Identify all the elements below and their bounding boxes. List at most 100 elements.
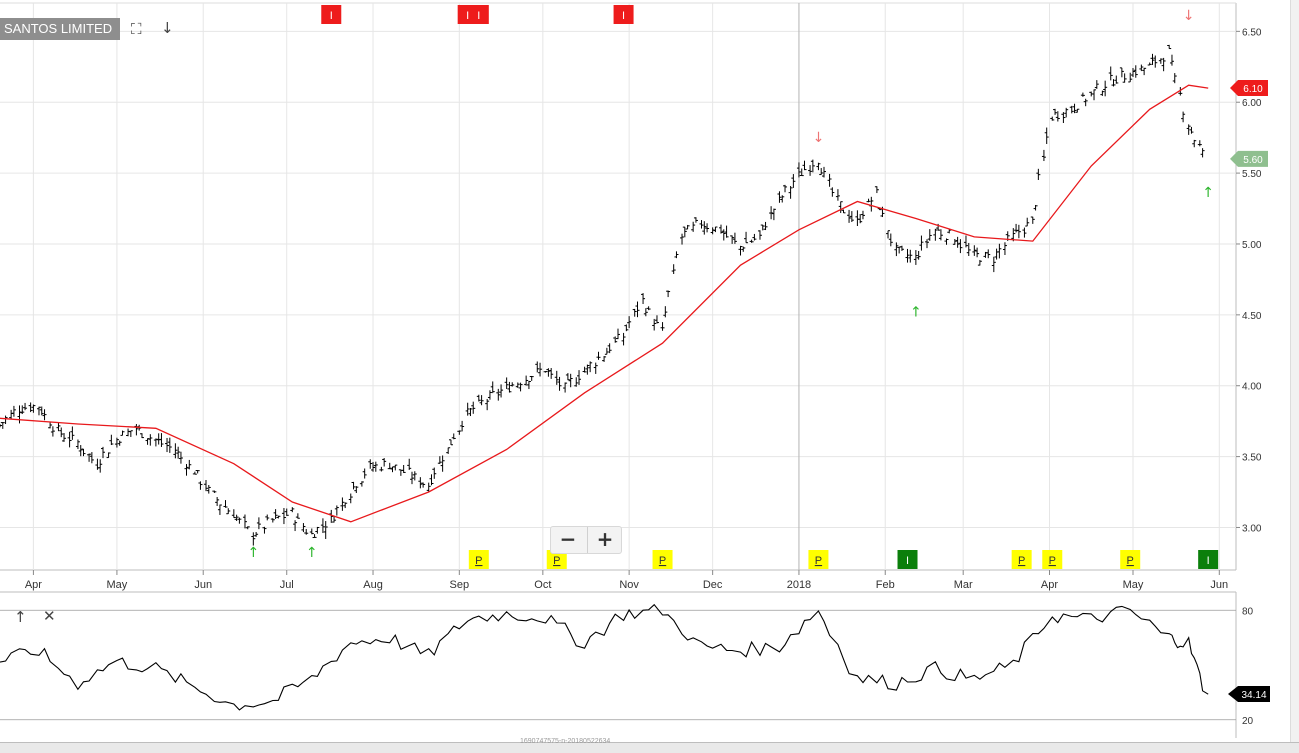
indicator-value-tag-shape bbox=[1228, 685, 1270, 702]
arrow-up-icon[interactable]: ↑ bbox=[14, 608, 27, 626]
arrow-down-icon[interactable]: ↓ bbox=[161, 19, 174, 37]
event-flags[interactable]: I I I IP P P P I P P P I bbox=[321, 5, 1219, 569]
date-tick-label: Feb bbox=[876, 579, 895, 591]
current-price-tag-label: 5.60 bbox=[1243, 155, 1263, 166]
bottom-event-flag-label: P bbox=[553, 555, 560, 567]
bottom-event-flag-box bbox=[652, 550, 673, 569]
price-tick-label: 3.00 bbox=[1242, 523, 1262, 534]
current-price-tag: 6.10 bbox=[1230, 80, 1268, 97]
bottom-event-flag-box bbox=[1011, 550, 1032, 569]
moving-average-line bbox=[0, 84, 1209, 523]
horizontal-scrollbar[interactable] bbox=[0, 742, 1299, 753]
signal-markers: ↓ ↓ ↑ ↑ ↑ ↑ bbox=[247, 8, 1214, 561]
up-arrow-icon: ↑ bbox=[1202, 185, 1214, 201]
date-tick-label: Jun bbox=[1210, 579, 1228, 591]
bottom-event-flag-box bbox=[808, 550, 829, 569]
top-event-flag-label: I bbox=[477, 10, 480, 22]
down-arrow-icon: ↓ bbox=[813, 130, 825, 146]
zoom-out-button[interactable]: − bbox=[559, 527, 577, 551]
bottom-event-flag-label: P bbox=[1127, 555, 1134, 567]
bottom-event-flag-label: I bbox=[1207, 555, 1210, 567]
bottom-event-flag-box bbox=[468, 550, 489, 569]
date-tick-label: Nov bbox=[619, 579, 639, 591]
current-price-tag-shape bbox=[1230, 150, 1268, 167]
zoom-controls: − + bbox=[550, 526, 622, 554]
current-price-tag: 5.60 bbox=[1230, 150, 1268, 167]
close-icon[interactable]: ✕ bbox=[43, 607, 56, 625]
up-arrow-icon: ↑ bbox=[910, 304, 922, 320]
date-tick-label: 2018 bbox=[787, 579, 811, 591]
bottom-event-flag[interactable]: P bbox=[1011, 550, 1032, 569]
date-tick-label: May bbox=[107, 579, 128, 591]
bottom-event-flag[interactable]: P bbox=[1042, 550, 1063, 569]
top-event-flag-label: I bbox=[622, 10, 625, 22]
bottom-event-flag-box bbox=[1120, 550, 1141, 569]
chart-footer-code: 1690747575-n-20180522634 bbox=[520, 738, 611, 745]
up-arrow-icon: ↑ bbox=[247, 545, 259, 561]
date-tick-label: Jul bbox=[280, 579, 294, 591]
current-price-tags: 6.10 5.60 bbox=[1230, 80, 1268, 167]
bottom-event-flag-box bbox=[1198, 550, 1219, 569]
indicator-value-tag: 34.14 bbox=[1228, 685, 1270, 702]
price-grid bbox=[0, 2, 1237, 571]
indicator-axis: 20 80 34.14 bbox=[1228, 606, 1270, 727]
bottom-event-flag-label: I bbox=[906, 555, 909, 567]
price-tick-label: 4.00 bbox=[1242, 382, 1262, 393]
bottom-event-flag[interactable]: P bbox=[652, 550, 673, 569]
date-axis: Apr May Jun Jul Aug Sep Oct Nov Dec 2018 Feb Mar Apr… bbox=[25, 570, 1228, 591]
bottom-event-flag[interactable]: P bbox=[1120, 550, 1141, 569]
bottom-event-flag-label: P bbox=[815, 555, 822, 567]
price-tick-label: 5.00 bbox=[1242, 240, 1262, 251]
bottom-event-flag-box bbox=[897, 550, 918, 569]
date-tick-label: Apr bbox=[1041, 579, 1058, 591]
bottom-event-flag-box bbox=[546, 550, 567, 569]
bottom-event-flag[interactable]: P bbox=[808, 550, 829, 569]
top-event-flag[interactable]: I bbox=[321, 5, 342, 24]
bottom-event-flag-box bbox=[1042, 550, 1063, 569]
date-tick-label: Sep bbox=[450, 579, 470, 591]
price-tick-label: 5.50 bbox=[1242, 169, 1262, 180]
date-tick-label: Mar bbox=[954, 579, 973, 591]
indicator-grid bbox=[0, 591, 1237, 738]
current-price-tag-label: 6.10 bbox=[1243, 84, 1263, 95]
top-event-flag-label: I bbox=[466, 10, 469, 22]
indicator-value-tag-label: 34.14 bbox=[1241, 690, 1266, 701]
bottom-event-flag-label: P bbox=[475, 555, 482, 567]
top-event-flag[interactable]: I bbox=[613, 5, 634, 24]
fullscreen-icon[interactable]: ⛶ bbox=[131, 20, 142, 38]
down-arrow-icon: ↓ bbox=[1183, 8, 1195, 24]
bottom-event-flag-label: P bbox=[1049, 555, 1056, 567]
date-tick-label: May bbox=[1123, 579, 1144, 591]
date-tick-label: Jun bbox=[194, 579, 212, 591]
up-arrow-icon: ↑ bbox=[306, 545, 318, 561]
date-tick-label: Apr bbox=[25, 579, 42, 591]
bottom-event-flag-label: P bbox=[659, 555, 666, 567]
bottom-event-flag[interactable]: I bbox=[897, 550, 918, 569]
date-tick-label: Aug bbox=[363, 579, 383, 591]
indicator-tick-label: 80 bbox=[1242, 606, 1254, 617]
price-tick-label: 6.00 bbox=[1242, 98, 1262, 109]
vertical-scrollbar[interactable] bbox=[1290, 0, 1299, 742]
top-event-flag-box bbox=[468, 5, 489, 24]
date-tick-label: Dec bbox=[703, 579, 723, 591]
bottom-event-flag-label: P bbox=[1018, 555, 1025, 567]
top-event-flag[interactable]: I bbox=[468, 5, 489, 24]
price-axis: 3.00 3.50 4.00 4.50 5.00 5.50 6.00 6.50 bbox=[1236, 27, 1262, 534]
bottom-event-flag[interactable]: I bbox=[1198, 550, 1219, 569]
price-bars bbox=[0, 44, 1205, 546]
bottom-event-flag[interactable]: P bbox=[468, 550, 489, 569]
indicator-tick-label: 20 bbox=[1242, 716, 1254, 727]
date-tick-label: Oct bbox=[534, 579, 551, 591]
zoom-in-button[interactable]: + bbox=[587, 527, 622, 553]
top-event-flag-box bbox=[613, 5, 634, 24]
top-event-flag-label: I bbox=[330, 10, 333, 22]
indicator-line bbox=[0, 603, 1209, 711]
instrument-title: SANTOS LIMITED bbox=[0, 18, 121, 40]
current-price-tag-shape bbox=[1230, 80, 1268, 97]
bottom-event-flag[interactable]: P bbox=[546, 550, 567, 569]
price-tick-label: 6.50 bbox=[1242, 27, 1262, 38]
price-tick-label: 4.50 bbox=[1242, 311, 1262, 322]
price-tick-label: 3.50 bbox=[1242, 453, 1262, 464]
top-event-flag-box bbox=[321, 5, 342, 24]
